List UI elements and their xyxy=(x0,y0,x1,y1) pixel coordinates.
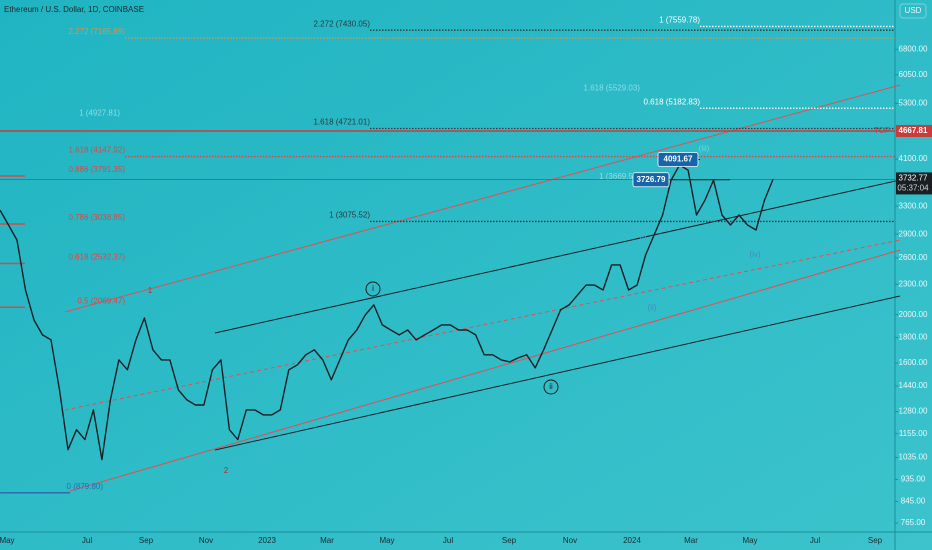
fib-label: 1 (7559.78) xyxy=(659,16,700,25)
channel-line xyxy=(69,249,901,492)
top-label: TOP xyxy=(874,126,890,135)
price-line xyxy=(0,164,774,461)
x-tick-label: Nov xyxy=(199,536,213,545)
x-tick-label: Jul xyxy=(443,536,453,545)
wave-circle xyxy=(365,281,381,297)
y-tick-label: 2000.00 xyxy=(899,310,928,319)
y-tick-label: 6050.00 xyxy=(899,70,928,79)
y-tick-label: 3300.00 xyxy=(899,201,928,210)
fib-label: 0.5 (2069.47) xyxy=(77,296,125,305)
fib-label: 1.618 (4147.92) xyxy=(69,146,126,155)
wave-label: (ii) xyxy=(648,303,657,312)
y-tick-label: 1600.00 xyxy=(899,358,928,367)
wave-label: (i) xyxy=(639,233,646,242)
wave-label: 2 xyxy=(224,466,229,475)
fib-label: 1.618 (4721.01) xyxy=(314,118,371,127)
last-price-tag xyxy=(896,172,932,195)
x-tick-label: 2024 xyxy=(623,536,641,545)
fib-label: 0.618 (2532.37) xyxy=(69,253,126,262)
x-tick-label: 2023 xyxy=(258,536,276,545)
marker-box xyxy=(657,152,699,167)
x-tick-label: Nov xyxy=(563,536,577,545)
x-tick-label: May xyxy=(742,536,757,545)
countdown: 05:37:04 xyxy=(897,184,929,193)
currency[interactable]: USD xyxy=(905,6,922,15)
y-tick-label: 1155.00 xyxy=(899,429,928,438)
fib-label: 2.272 (7430.05) xyxy=(314,19,371,28)
fib-label: 1 (3669.58) xyxy=(599,172,640,181)
channel-line xyxy=(214,295,901,451)
chart-title: Ethereum / U.S. Dollar, 1D, COINBASE xyxy=(4,5,144,14)
marker-label: 4091.67 xyxy=(664,155,693,164)
y-tick-label: 4100.00 xyxy=(899,154,928,163)
price-tag-label: 4667.81 xyxy=(899,126,928,135)
price-tag xyxy=(896,124,932,137)
currency-box[interactable] xyxy=(899,3,927,19)
fib-label: 1.618 (5529.03) xyxy=(584,83,641,92)
wave-label: i xyxy=(372,284,374,293)
x-tick-label: Mar xyxy=(320,536,334,545)
marker-box xyxy=(632,172,670,188)
fib-label: 0 (879.80) xyxy=(67,482,104,491)
x-tick-label: Sep xyxy=(139,536,154,545)
wave-label: ii xyxy=(549,382,553,391)
fib-label: 1 (3075.52) xyxy=(329,211,370,220)
x-tick-label: Jul xyxy=(810,536,820,545)
wave-label: 1 xyxy=(148,286,153,295)
x-tick-label: May xyxy=(0,536,15,545)
channel-line xyxy=(64,239,901,411)
y-tick-label: 2600.00 xyxy=(899,253,928,262)
x-tick-label: May xyxy=(379,536,394,545)
y-tick-label: 1280.00 xyxy=(899,407,928,416)
fib-label: 0.886 (3791.35) xyxy=(69,165,126,174)
fib-label: 1 (4927.81) xyxy=(79,108,120,117)
fib-label: 0.618 (5182.83) xyxy=(644,97,701,106)
y-tick-label: 1035.00 xyxy=(899,453,928,462)
y-tick-label: 6800.00 xyxy=(899,45,928,54)
x-tick-label: Sep xyxy=(868,536,883,545)
wave-label: (iv) xyxy=(749,250,760,259)
channels xyxy=(64,84,901,492)
last-price-label: 3732.77 xyxy=(899,174,928,183)
x-tick-label: Sep xyxy=(502,536,517,545)
wave-label: (iii) xyxy=(699,144,710,153)
fib-label: 0.786 (3038.85) xyxy=(69,213,126,222)
y-tick-label: 5300.00 xyxy=(899,99,928,108)
x-tick-label: Jul xyxy=(82,536,92,545)
wave-circle xyxy=(543,379,559,395)
channel-line xyxy=(64,84,901,313)
y-tick-label: 1800.00 xyxy=(899,333,928,342)
y-tick-label: 765.00 xyxy=(901,518,926,527)
marker-label: 3726.79 xyxy=(637,175,666,184)
fib-label: 2.272 (7165.69) xyxy=(69,27,126,36)
y-tick-label: 935.00 xyxy=(901,475,926,484)
y-tick-label: 1440.00 xyxy=(899,381,928,390)
x-tick-label: Mar xyxy=(684,536,698,545)
y-tick-label: 845.00 xyxy=(901,497,926,506)
y-tick-label: 2300.00 xyxy=(899,280,928,289)
y-tick-label: 2900.00 xyxy=(899,229,928,238)
channel-line xyxy=(214,179,901,334)
